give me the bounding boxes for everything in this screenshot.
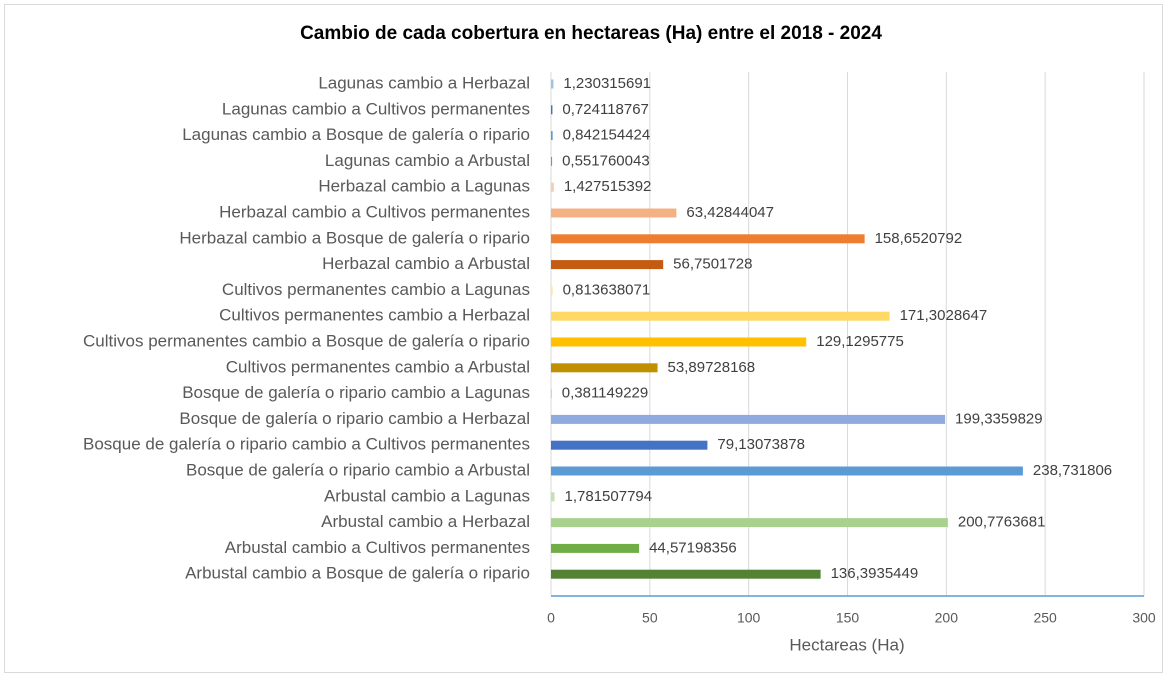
value-label: 79,13073878 <box>717 436 805 453</box>
value-label: 0,813638071 <box>563 281 651 298</box>
chart-title: Cambio de cada cobertura en hectareas (H… <box>300 23 882 44</box>
value-label: 53,89728168 <box>668 359 756 376</box>
value-label: 56,7501728 <box>673 256 752 273</box>
y-tick-label: Lagunas cambio a Cultivos permanentes <box>222 99 530 118</box>
value-label: 1,230315691 <box>563 75 651 92</box>
x-tick-label: 50 <box>642 610 658 626</box>
bar <box>551 389 552 399</box>
bar <box>551 466 1023 476</box>
value-label: 158,6520792 <box>875 230 963 247</box>
y-tick-label: Lagunas cambio a Herbazal <box>318 73 530 92</box>
bar <box>551 285 553 295</box>
y-tick-label: Lagunas cambio a Bosque de galería o rip… <box>182 125 530 144</box>
bar <box>551 182 554 192</box>
bar <box>551 414 946 424</box>
bar <box>551 363 658 373</box>
value-label: 200,7763681 <box>958 514 1046 531</box>
x-tick-label: 150 <box>836 610 860 626</box>
y-tick-label: Cultivos permanentes cambio a Arbustal <box>226 357 530 376</box>
y-tick-label: Bosque de galería o ripario cambio a Her… <box>179 409 530 428</box>
value-label: 136,3935449 <box>831 565 919 582</box>
bar <box>551 79 554 89</box>
value-label: 1,781507794 <box>565 488 653 505</box>
value-label: 0,724118767 <box>562 101 648 118</box>
bar <box>551 492 555 502</box>
y-tick-label: Herbazal cambio a Cultivos permanentes <box>219 202 530 221</box>
x-tick-label: 250 <box>1033 610 1057 626</box>
y-tick-label: Bosque de galería o ripario cambio a Lag… <box>182 383 530 402</box>
x-tick-label: 100 <box>737 610 761 626</box>
bar <box>551 105 553 115</box>
y-tick-label: Lagunas cambio a Arbustal <box>325 151 530 170</box>
y-tick-label: Cultivos permanentes cambio a Bosque de … <box>83 331 530 350</box>
value-label: 238,731806 <box>1033 462 1112 479</box>
x-tick-label: 200 <box>935 610 959 626</box>
y-tick-label: Cultivos permanentes cambio a Herbazal <box>219 306 530 325</box>
value-label: 171,3028647 <box>900 307 988 324</box>
bar <box>551 260 664 270</box>
x-tick-label: 0 <box>547 610 555 626</box>
value-label: 44,57198356 <box>649 539 737 556</box>
x-tick-label: 300 <box>1132 610 1156 626</box>
bar <box>551 518 948 528</box>
bar <box>551 156 553 166</box>
value-label: 0,842154424 <box>563 127 651 144</box>
value-label: 1,427515392 <box>564 178 652 195</box>
y-tick-label: Herbazal cambio a Arbustal <box>322 254 530 273</box>
value-label: 0,551760043 <box>562 152 650 169</box>
value-label: 63,42844047 <box>686 204 774 221</box>
bar <box>551 569 821 579</box>
value-label: 0,381149229 <box>562 385 648 402</box>
y-tick-label: Herbazal cambio a Lagunas <box>318 177 530 196</box>
y-tick-label: Arbustal cambio a Lagunas <box>324 486 530 505</box>
bar <box>551 337 807 347</box>
y-tick-label: Herbazal cambio a Bosque de galería o ri… <box>179 228 530 247</box>
bar <box>551 543 640 553</box>
bar <box>551 311 890 321</box>
y-tick-label: Bosque de galería o ripario cambio a Cul… <box>83 435 530 454</box>
y-tick-label: Bosque de galería o ripario cambio a Arb… <box>186 460 530 479</box>
y-tick-label: Cultivos permanentes cambio a Lagunas <box>222 280 530 299</box>
y-tick-label: Arbustal cambio a Cultivos permanentes <box>225 538 530 557</box>
bar <box>551 234 865 244</box>
y-tick-label: Arbustal cambio a Bosque de galería o ri… <box>185 564 530 583</box>
value-label: 129,1295775 <box>816 333 904 350</box>
bar <box>551 440 708 450</box>
y-tick-label: Arbustal cambio a Herbazal <box>321 512 530 531</box>
bar <box>551 131 553 141</box>
bar <box>551 208 677 218</box>
x-axis-label: Hectareas (Ha) <box>789 635 904 654</box>
value-label: 199,3359829 <box>955 410 1043 427</box>
